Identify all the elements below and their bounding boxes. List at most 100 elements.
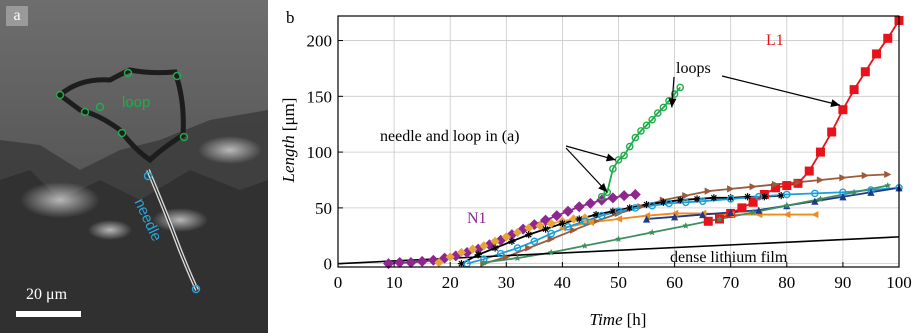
x-tick-label: 40 bbox=[554, 273, 571, 292]
y-tick-label: 200 bbox=[307, 32, 333, 51]
data-point bbox=[749, 208, 757, 216]
data-point bbox=[811, 210, 819, 219]
data-point bbox=[586, 218, 595, 226]
data-point bbox=[670, 90, 679, 98]
data-point bbox=[584, 197, 596, 209]
data-point bbox=[682, 222, 690, 229]
data-point bbox=[703, 216, 713, 226]
data-point bbox=[867, 188, 875, 196]
data-point bbox=[816, 176, 825, 184]
data-point bbox=[811, 189, 819, 198]
x-tick-label: 90 bbox=[834, 273, 851, 292]
data-point bbox=[541, 225, 550, 233]
data-point bbox=[883, 33, 893, 43]
data-point bbox=[665, 199, 673, 208]
data-point bbox=[547, 235, 555, 243]
data-point bbox=[558, 219, 566, 228]
data-point bbox=[468, 244, 478, 254]
data-point bbox=[682, 192, 690, 200]
x-tick-label: 80 bbox=[778, 273, 795, 292]
x-tick-label: 30 bbox=[498, 273, 515, 292]
data-point bbox=[575, 215, 583, 223]
data-point bbox=[479, 241, 489, 251]
data-point bbox=[827, 127, 837, 137]
markers-layer bbox=[382, 15, 904, 270]
data-point bbox=[726, 195, 735, 203]
scale-bar bbox=[16, 311, 81, 317]
data-point bbox=[614, 215, 623, 223]
x-tick-label: 100 bbox=[886, 273, 912, 292]
data-point bbox=[513, 244, 522, 252]
y-tick-label: 50 bbox=[315, 199, 332, 218]
data-point bbox=[727, 185, 735, 193]
data-point bbox=[501, 232, 511, 242]
data-point bbox=[573, 201, 585, 213]
ticks: 0 10 20 30 40 50 60 70 80 90 100 0 50 100 150 200 bbox=[307, 32, 912, 292]
data-point bbox=[569, 214, 579, 224]
data-point bbox=[480, 258, 488, 266]
data-point bbox=[838, 105, 848, 115]
scale-bar-label: 20 μm bbox=[26, 286, 68, 303]
panel-a-label: a bbox=[6, 6, 28, 26]
data-point bbox=[547, 229, 555, 238]
data-point bbox=[394, 257, 406, 269]
data-point bbox=[525, 231, 533, 239]
data-point bbox=[525, 244, 533, 252]
data-point bbox=[676, 83, 685, 92]
data-point bbox=[755, 206, 763, 214]
data-point bbox=[839, 174, 847, 182]
data-point bbox=[849, 85, 859, 95]
data-point bbox=[530, 237, 539, 246]
data-point bbox=[782, 181, 792, 191]
data-point bbox=[884, 181, 892, 189]
series-line-4 bbox=[562, 212, 815, 229]
arrow-head bbox=[830, 99, 841, 107]
data-point bbox=[783, 202, 791, 209]
data-point bbox=[699, 210, 707, 219]
annotation-arrows bbox=[565, 75, 841, 193]
data-point bbox=[782, 190, 791, 199]
data-point bbox=[815, 147, 825, 157]
data-point bbox=[861, 171, 869, 180]
micrograph-image bbox=[0, 0, 268, 333]
length-vs-time-chart: 0 10 20 30 40 50 60 70 80 90 100 0 50 100 150 200 Time[… bbox=[279, 15, 912, 329]
data-point bbox=[771, 183, 781, 193]
annotation-loops: loops bbox=[676, 60, 711, 77]
loop-markers bbox=[55, 68, 201, 294]
arrow-head bbox=[598, 182, 608, 193]
data-point bbox=[693, 195, 701, 203]
data-point bbox=[491, 244, 499, 252]
data-point bbox=[603, 188, 612, 197]
annotation-dense-film: dense lithium film bbox=[670, 249, 788, 266]
data-point bbox=[618, 190, 630, 202]
x-tick-label: 70 bbox=[722, 273, 739, 292]
arrow-line bbox=[565, 147, 608, 193]
data-point bbox=[676, 196, 684, 204]
data-point bbox=[642, 215, 651, 223]
data-point bbox=[811, 197, 819, 205]
data-point bbox=[749, 183, 757, 191]
data-point bbox=[637, 203, 645, 211]
data-point bbox=[620, 151, 628, 160]
data-point bbox=[615, 235, 622, 243]
data-point bbox=[754, 192, 763, 201]
arrow-head bbox=[605, 153, 616, 162]
data-point bbox=[631, 133, 640, 142]
data-point bbox=[581, 217, 589, 226]
data-point bbox=[445, 252, 455, 262]
annotation-N1: N1 bbox=[467, 210, 487, 227]
data-point bbox=[629, 188, 641, 200]
panel-b-label: b bbox=[286, 8, 295, 27]
data-point bbox=[737, 203, 747, 213]
data-point bbox=[704, 187, 712, 195]
data-point bbox=[642, 121, 651, 130]
data-point bbox=[648, 115, 656, 124]
data-point bbox=[502, 253, 510, 261]
data-point bbox=[607, 192, 619, 204]
data-point bbox=[562, 205, 574, 217]
data-point bbox=[659, 198, 667, 206]
data-point bbox=[416, 255, 428, 267]
data-point bbox=[609, 165, 617, 173]
data-point bbox=[817, 195, 824, 202]
x-tick-label: 20 bbox=[442, 273, 459, 292]
